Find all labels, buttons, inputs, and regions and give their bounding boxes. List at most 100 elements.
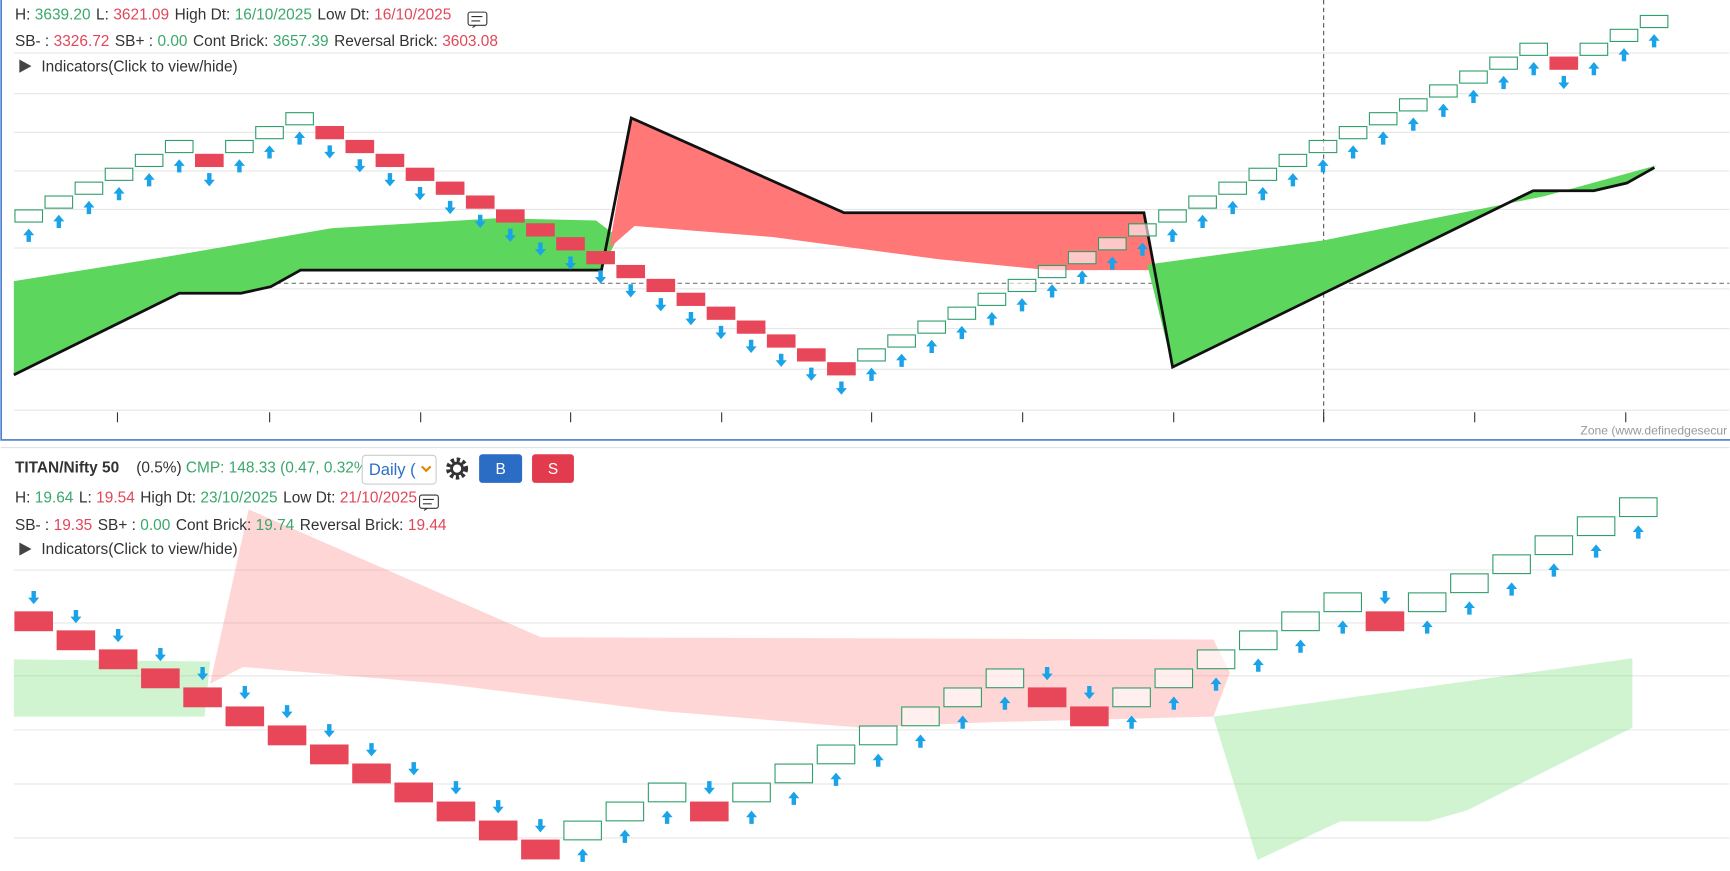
brick-down (345, 139, 375, 154)
brick-up (44, 195, 74, 209)
dropdown-box[interactable] (361, 454, 437, 485)
stat-label: SB- : (15, 33, 49, 50)
expand-triangle[interactable] (19, 542, 32, 556)
arrow-down (625, 284, 637, 298)
brick-down (1027, 687, 1067, 708)
brick-down (526, 223, 555, 237)
brick-down (796, 348, 826, 362)
brick-up (1154, 668, 1194, 689)
buy-label[interactable]: B (495, 461, 505, 478)
buy-button[interactable] (479, 454, 523, 483)
arrow-up (1168, 696, 1180, 710)
brick-down (736, 320, 766, 334)
stat-label: SB+ : (115, 33, 153, 50)
arrow-down (239, 686, 251, 700)
brick-up (255, 126, 284, 140)
icon-lines[interactable] (422, 498, 434, 511)
arrow-up (872, 753, 884, 767)
arrow-up (746, 810, 758, 824)
arrow-up (1252, 658, 1264, 672)
brick-up (164, 139, 194, 154)
brick-down (194, 153, 224, 168)
dropdown-text[interactable]: Daily ( (369, 460, 416, 479)
sell-label[interactable]: S (548, 461, 558, 478)
sell-button[interactable] (532, 454, 574, 483)
brick-up (1576, 516, 1616, 537)
brick-up (1639, 14, 1669, 29)
arrow-up (53, 214, 65, 229)
brick-down (56, 630, 96, 651)
arrow-up (113, 186, 125, 201)
arrow-down (1041, 667, 1053, 681)
brick-down (676, 292, 706, 306)
arrow-down (595, 270, 607, 284)
indicators-toggle[interactable]: Indicators(Click to view/hide) (41, 58, 237, 75)
interval-dropdown[interactable]: Daily ( (361, 454, 437, 485)
icon-box[interactable] (419, 494, 439, 509)
brick-up (285, 112, 314, 126)
arrow-up (1197, 214, 1209, 229)
stat-value: 19.44 (408, 517, 447, 534)
gear-teeth[interactable] (446, 457, 469, 480)
indicators-toggle[interactable]: Indicators(Click to view/hide) (41, 541, 237, 558)
arrow-down (1558, 75, 1570, 90)
brick-up (1519, 42, 1549, 56)
brick-up (1534, 535, 1574, 556)
stat-value: 19.74 (256, 517, 295, 534)
arrow-down (324, 145, 336, 159)
arrow-down (28, 590, 40, 605)
arrow-down (715, 325, 727, 340)
stat-label: Reversal Brick: (334, 33, 438, 50)
comment-icon[interactable] (419, 494, 439, 511)
brick-up (774, 763, 814, 784)
expand-triangle[interactable] (19, 59, 32, 73)
arrow-down (197, 667, 209, 681)
arrow-down (655, 298, 667, 312)
stat-label: High Dt: (175, 7, 231, 24)
brick-up (1007, 278, 1037, 293)
arrow-down (154, 648, 166, 662)
brick-up (1459, 70, 1488, 84)
brick-down (556, 237, 585, 251)
brick-down (435, 181, 465, 195)
chevron[interactable] (421, 465, 432, 473)
brick-up (816, 744, 856, 765)
brick-up (74, 181, 104, 195)
brick-down (141, 668, 180, 689)
stats-line: H: 19.64 L: 19.54 High Dt: 23/10/2025 Low Dt: 2… (15, 489, 417, 506)
stat-value: 19.64 (35, 489, 74, 506)
brick-up (1368, 112, 1398, 126)
brick-down (436, 801, 476, 822)
arrow-up (1588, 61, 1600, 76)
brick-up (1158, 209, 1187, 223)
icon-box[interactable] (467, 11, 488, 26)
arrow-down (685, 312, 697, 326)
stats-line: H: 3639.20 L: 3621.09 High Dt: 16/10/2025 Low … (15, 7, 451, 24)
arrow-up (173, 159, 185, 173)
brick-down (1365, 611, 1405, 632)
arrow-down (281, 705, 293, 719)
watermark: Zone (www.definedgesecur (1580, 423, 1727, 437)
settings-gear[interactable] (446, 457, 469, 480)
brick-up (1323, 592, 1363, 613)
arrow-down (414, 186, 426, 201)
arrow-up (999, 696, 1011, 710)
stat-value: 0.00 (140, 517, 170, 534)
arrow-up (233, 159, 245, 173)
arrow-up (1648, 34, 1660, 48)
comment-icon[interactable] (467, 11, 488, 29)
cloud-green (1213, 658, 1633, 860)
arrow-up (1528, 61, 1540, 76)
arrow-up (577, 848, 589, 862)
arrow-down (384, 173, 396, 187)
arrow-up (788, 791, 800, 805)
arrow-up (1590, 544, 1602, 558)
change: (0.5%) (136, 460, 181, 477)
icon-lines[interactable] (471, 15, 483, 29)
gear-ring[interactable] (450, 461, 464, 476)
brick-up (977, 292, 1007, 306)
arrow-down (112, 628, 124, 643)
arrow-up (1166, 228, 1179, 242)
brick-up (1196, 649, 1236, 670)
brick-up (1338, 126, 1368, 140)
